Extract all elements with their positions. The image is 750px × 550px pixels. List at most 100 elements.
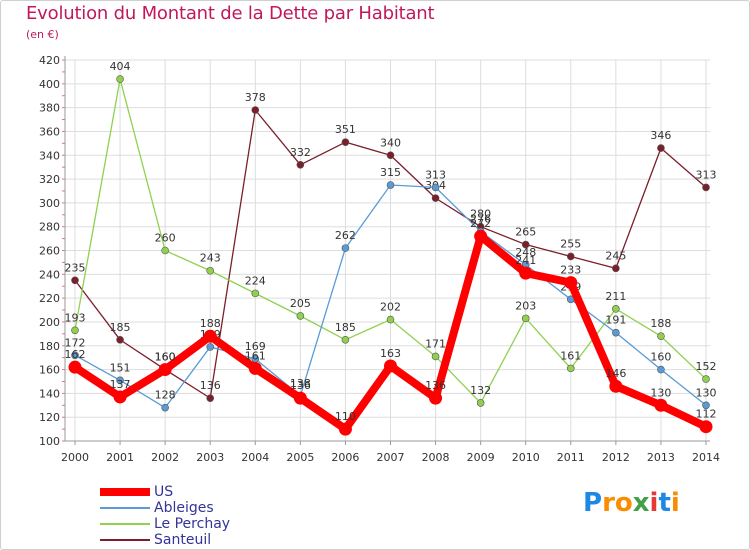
x-tick-label: 2004 — [241, 451, 269, 464]
data-label-le-perchay: 171 — [425, 337, 446, 350]
data-point-santeuil — [702, 183, 710, 192]
data-label-le-perchay: 404 — [110, 60, 131, 73]
data-label-le-perchay: 185 — [335, 321, 356, 334]
data-point-le-perchay — [657, 332, 665, 341]
data-label-santeuil: 265 — [515, 226, 536, 239]
logo-letter: x — [632, 488, 650, 518]
data-point-le-perchay — [161, 246, 169, 255]
logo-letter: o — [614, 488, 633, 518]
data-label-le-perchay: 205 — [290, 297, 311, 310]
data-label-le-perchay: 161 — [560, 349, 581, 362]
data-label-us: 162 — [65, 348, 86, 361]
data-point-le-perchay — [431, 352, 440, 361]
y-tick-label: 240 — [39, 268, 60, 281]
data-point-le-perchay — [476, 399, 485, 407]
y-tick-label: 360 — [39, 125, 60, 138]
y-tick-label: 380 — [39, 102, 60, 115]
y-tick-label: 180 — [39, 340, 60, 353]
data-point-us — [384, 359, 397, 373]
data-label-us: 160 — [155, 351, 176, 364]
y-tick-label: 260 — [39, 245, 60, 258]
x-tick-label: 2013 — [647, 451, 675, 464]
legend-item-santeuil: Santeuil — [100, 532, 340, 548]
data-point-us — [699, 420, 713, 434]
data-point-ableiges — [612, 328, 620, 337]
data-label-santeuil: 245 — [605, 249, 626, 262]
legend-swatch-santeuil — [100, 539, 150, 541]
logo-letter: r — [602, 488, 615, 518]
y-tick-label: 220 — [39, 292, 60, 305]
data-point-santeuil — [386, 151, 395, 160]
data-point-ableiges — [702, 401, 710, 410]
data-label-le-perchay: 211 — [605, 290, 626, 303]
data-label-us: 163 — [380, 347, 401, 360]
data-point-le-perchay — [386, 315, 395, 324]
legend-label-santeuil: Santeuil — [154, 532, 212, 548]
data-label-santeuil: 185 — [110, 321, 131, 334]
chart-subtitle: (en €) — [26, 28, 59, 41]
data-point-us — [609, 379, 623, 393]
x-tick-label: 2008 — [422, 451, 450, 464]
data-point-us — [293, 391, 307, 405]
data-label-ableiges: 138 — [290, 377, 311, 390]
y-tick-label: 280 — [39, 221, 60, 234]
data-point-us — [338, 422, 352, 436]
x-tick-label: 2007 — [377, 451, 405, 464]
x-tick-label: 2006 — [331, 451, 359, 464]
data-point-ableiges — [71, 351, 79, 360]
x-tick-label: 2001 — [106, 451, 134, 464]
data-label-le-perchay: 203 — [515, 299, 536, 312]
data-label-santeuil: 136 — [200, 379, 221, 392]
data-label-ableiges: 315 — [380, 166, 401, 179]
y-tick-label: 320 — [39, 173, 60, 186]
data-point-ableiges — [161, 403, 169, 412]
data-label-le-perchay: 243 — [200, 252, 221, 265]
y-tick-label: 340 — [39, 149, 60, 162]
data-label-ableiges: 262 — [335, 229, 356, 242]
y-tick-label: 140 — [39, 387, 60, 400]
data-label-us: 188 — [200, 317, 221, 330]
logo-letter: P — [583, 488, 603, 518]
data-label-us: 233 — [560, 264, 581, 277]
y-tick-label: 400 — [39, 78, 60, 91]
proxiti-logo: Proxiti — [583, 488, 680, 518]
data-label-santeuil: 235 — [65, 261, 86, 274]
data-point-le-perchay — [702, 375, 710, 383]
data-label-santeuil: 346 — [650, 129, 671, 142]
data-label-ableiges: 151 — [110, 361, 131, 374]
x-tick-label: 2014 — [692, 451, 720, 464]
data-label-ableiges: 172 — [65, 336, 86, 349]
legend-label-us: US — [154, 484, 174, 500]
logo-letter: t — [658, 488, 671, 518]
logo-letter: i — [649, 488, 659, 518]
data-point-ableiges — [657, 365, 665, 374]
y-tick-label: 200 — [39, 316, 60, 329]
y-tick-label: 160 — [39, 364, 60, 377]
data-point-santeuil — [116, 335, 124, 344]
data-label-le-perchay: 188 — [650, 317, 671, 330]
x-tick-label: 2005 — [286, 451, 314, 464]
legend-item-us: US — [100, 484, 340, 500]
data-point-us — [158, 363, 172, 377]
data-point-le-perchay — [341, 335, 350, 344]
data-point-us — [429, 391, 443, 405]
data-label-le-perchay: 260 — [155, 232, 176, 245]
legend-swatch-le-perchay — [100, 523, 150, 525]
data-label-le-perchay: 202 — [380, 301, 401, 314]
data-point-santeuil — [612, 264, 620, 273]
data-point-us — [248, 361, 262, 375]
x-tick-label: 2009 — [467, 451, 495, 464]
data-point-santeuil — [71, 276, 79, 285]
data-point-le-perchay — [521, 314, 530, 323]
data-label-santeuil: 351 — [335, 123, 356, 136]
data-point-ableiges — [386, 181, 395, 189]
data-point-ableiges — [116, 376, 124, 385]
legend-label-ableiges: Ableiges — [154, 500, 214, 516]
data-label-le-perchay: 224 — [245, 274, 266, 287]
legend: US Ableiges Le Perchay Santeuil — [100, 484, 340, 548]
legend-swatch-ableiges — [100, 507, 150, 509]
x-tick-label: 2011 — [557, 451, 585, 464]
y-tick-label: 420 — [39, 54, 60, 67]
data-label-ableiges: 128 — [155, 389, 176, 402]
